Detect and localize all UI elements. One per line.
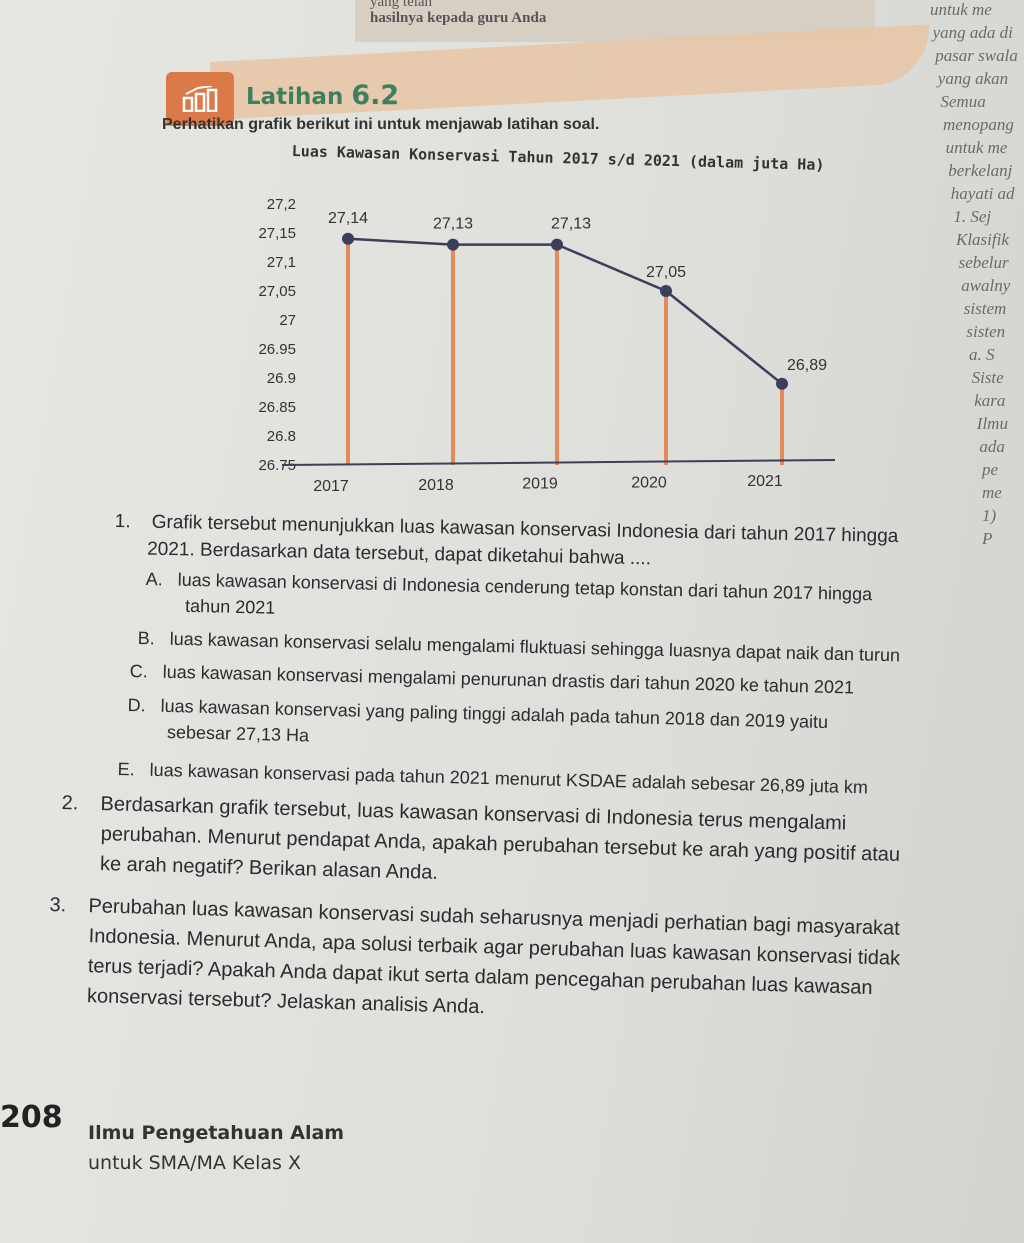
data-label: 27,13 xyxy=(551,216,591,233)
adjacent-page-line: ada xyxy=(979,437,1005,456)
trend-line xyxy=(347,237,783,385)
adjacent-page-line: sebelur xyxy=(958,253,1009,272)
data-label: 27,13 xyxy=(433,216,473,233)
option-text: sebesar 27,13 Ha xyxy=(166,721,310,746)
option-text: luas kawasan konservasi selalu mengalami… xyxy=(169,628,901,666)
adjacent-page-line: sistem xyxy=(963,299,1007,318)
bar xyxy=(555,244,559,465)
bar-chart-icon xyxy=(166,72,234,126)
option-letter: D. xyxy=(127,694,146,716)
y-tick-label: 27 xyxy=(279,312,296,329)
option-text: luas kawasan konservasi mengalami penuru… xyxy=(162,661,855,698)
adjacent-page-line: a. S xyxy=(969,345,995,364)
question-number: 1. xyxy=(114,510,131,533)
top-text-2: hasilnya kepada guru Anda xyxy=(370,10,547,26)
option-letter: B. xyxy=(137,627,155,649)
conservation-area-chart: 27,2 27,15 27,1 27,05 27 26.95 26.9 26.85 26.8 26… xyxy=(258,196,836,495)
adjacent-page-line: Semua xyxy=(940,92,986,111)
adjacent-page-line: untuk me xyxy=(945,138,1008,157)
bar xyxy=(451,244,455,465)
y-tick-label: 27,2 xyxy=(267,196,296,213)
question-number: 3. xyxy=(49,893,67,917)
question-number: 2. xyxy=(61,791,79,815)
y-tick-label: 26.8 xyxy=(267,428,296,445)
exercise-number: 6.2 xyxy=(351,80,400,111)
top-text-1: yang telah xyxy=(370,0,433,10)
option-text: luas kawasan konservasi di Indonesia cen… xyxy=(177,569,873,605)
data-point xyxy=(447,238,459,251)
x-tick-label: 2020 xyxy=(631,474,667,491)
y-tick-label: 26.75 xyxy=(258,457,296,474)
exercise-title: Latihan 6.2 xyxy=(246,80,399,111)
book-subtitle: untuk SMA/MA Kelas X xyxy=(88,1152,301,1174)
question-text: ke arah negatif? Berikan alasan Anda. xyxy=(99,853,439,884)
question-2: 2. Berdasarkan grafik tersebut, luas kaw… xyxy=(60,788,902,900)
question-1: 1. Grafik tersebut menunjukkan luas kawa… xyxy=(114,508,899,577)
adjacent-page-line: untuk me xyxy=(930,0,992,19)
chart-title: Luas Kawasan Konservasi Tahun 2017 s/d 2… xyxy=(291,142,825,174)
option-d[interactable]: D. luas kawasan konservasi yang paling t… xyxy=(127,692,829,761)
option-letter: C. xyxy=(129,660,148,682)
bar xyxy=(346,238,350,465)
exercise-label: Latihan xyxy=(246,84,344,110)
data-label: 26,89 xyxy=(787,357,827,374)
option-letter: E. xyxy=(117,758,135,780)
data-point xyxy=(342,232,354,245)
book-title: Ilmu Pengetahuan Alam xyxy=(88,1122,345,1144)
adjacent-page-line: Klasifik xyxy=(956,230,1009,249)
x-axis xyxy=(281,459,836,466)
adjacent-page-line: me xyxy=(982,483,1002,502)
adjacent-page-line: 1) xyxy=(982,506,997,525)
option-text: luas kawasan konservasi pada tahun 2021 … xyxy=(149,759,869,798)
intro-text: Perhatikan grafik berikut ini untuk menj… xyxy=(162,116,600,133)
question-text: 2021. Berdasarkan data tersebut, dapat d… xyxy=(147,538,652,570)
option-text: tahun 2021 xyxy=(184,595,276,618)
adjacent-page-line: yang akan xyxy=(937,69,1009,88)
adjacent-page-line: berkelanj xyxy=(948,161,1013,180)
question-3: 3. Perubahan luas kawasan konservasi sud… xyxy=(47,890,902,1034)
bar xyxy=(664,291,668,465)
y-tick-label: 27,05 xyxy=(258,283,296,300)
x-tick-label: 2018 xyxy=(418,477,454,494)
adjacent-page-line: hayati ad xyxy=(950,184,1015,203)
y-tick-label: 27,1 xyxy=(267,254,296,271)
data-label: 27,05 xyxy=(646,264,686,281)
adjacent-page-line: yang ada di xyxy=(932,23,1013,42)
option-letter: A. xyxy=(145,568,163,590)
x-tick-label: 2017 xyxy=(313,478,349,495)
data-label: 27,14 xyxy=(328,210,368,227)
adjacent-page-line: kara xyxy=(974,391,1006,410)
x-tick-label: 2019 xyxy=(522,476,558,493)
adjacent-page-line: pe xyxy=(982,460,999,479)
adjacent-page-line: Ilmu xyxy=(976,414,1008,433)
data-point xyxy=(660,285,672,297)
adjacent-page-line: 1. Sej xyxy=(953,207,992,226)
adjacent-page-line: Siste xyxy=(971,368,1004,387)
adjacent-page-line: awalny xyxy=(961,276,1011,295)
page-number: 208 xyxy=(0,1100,63,1135)
data-point xyxy=(551,238,563,251)
y-tick-label: 26.85 xyxy=(258,399,296,416)
x-tick-label: 2021 xyxy=(747,473,783,490)
y-tick-label: 26.9 xyxy=(267,370,296,387)
question-text: konservasi tersebut? Jelaskan analisis A… xyxy=(86,985,486,1019)
option-a[interactable]: A. luas kawasan konservasi di Indonesia … xyxy=(145,566,873,633)
y-tick-label: 27,15 xyxy=(258,225,296,242)
adjacent-page-line: sisten xyxy=(966,322,1006,341)
adjacent-page-line: menopang xyxy=(943,115,1014,134)
data-point xyxy=(776,377,788,390)
adjacent-page-line: pasar swala xyxy=(935,46,1018,65)
bar xyxy=(780,383,784,465)
y-tick-label: 26.95 xyxy=(258,341,296,358)
adjacent-page-line: P xyxy=(982,529,993,548)
